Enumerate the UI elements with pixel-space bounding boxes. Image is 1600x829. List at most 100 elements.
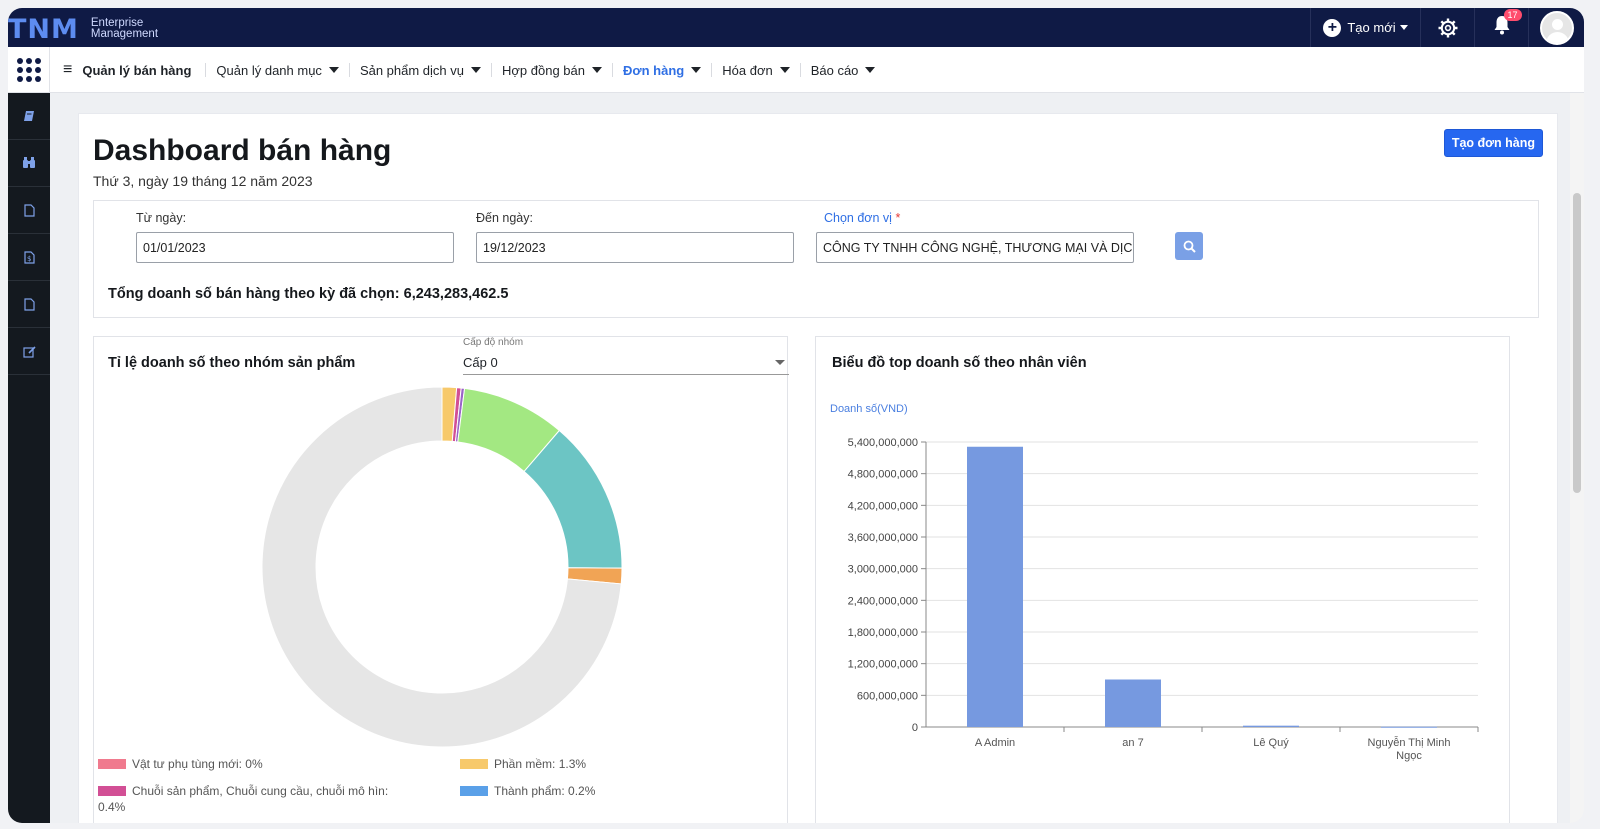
bar[interactable] — [1381, 726, 1437, 728]
invoice-icon: $ — [23, 250, 35, 264]
main-menu: ≡ Quản lý bán hàng Quản lý danh mục Sản … — [63, 47, 885, 93]
legend-label: Vật tư phụ tùng mới: 0% — [132, 757, 263, 771]
user-menu-button[interactable] — [1528, 8, 1584, 47]
menu-item-don-hang[interactable]: Đơn hàng — [612, 62, 711, 78]
book-icon — [24, 111, 34, 121]
to-date-input[interactable]: 19/12/2023 — [476, 232, 794, 263]
legend-swatch — [98, 759, 126, 769]
create-new-label: Tạo mới — [1347, 20, 1396, 35]
notification-count-badge: 17 — [1503, 9, 1522, 21]
sidebar-item-invoice[interactable]: $ — [8, 234, 50, 281]
menu-title[interactable]: Quản lý bán hàng — [82, 62, 192, 78]
menu-item-label: Sản phẩm dịch vụ — [359, 62, 465, 78]
legend-swatch — [460, 786, 488, 796]
file-icon — [23, 297, 35, 311]
menu-item-quan-ly-danh-muc[interactable]: Quản lý danh mục — [205, 63, 349, 78]
menu-item-hoa-don[interactable]: Hóa đơn — [711, 62, 799, 78]
x-tick-label: A Admin — [975, 737, 1015, 749]
legend-item[interactable]: Chuỗi sản phẩm, Chuỗi cung cầu, chuỗi mô… — [98, 784, 388, 798]
apps-grid-button[interactable] — [8, 47, 50, 93]
y-tick-label: 4,800,000,000 — [848, 469, 918, 481]
bar-chart: Doanh số(VND) 0 600,000,000 1,200,000,000 1,… — [830, 403, 1479, 762]
settings-button[interactable] — [1420, 8, 1474, 47]
unit-select[interactable]: CÔNG TY TNHH CÔNG NGHỆ, THƯƠNG MẠI VÀ DỊ… — [816, 232, 1134, 263]
notifications-button[interactable]: 17 — [1474, 8, 1528, 47]
menu-item-label: Hợp đồng bán — [502, 62, 585, 78]
app-window: TNM Enterprise Management + Tạo mới — [8, 8, 1584, 823]
bar[interactable] — [1105, 679, 1161, 728]
sidebar-item-book[interactable] — [8, 93, 50, 140]
page-title: Dashboard bán hàng — [93, 134, 392, 167]
binoculars-icon — [23, 157, 35, 168]
donut-chart — [261, 387, 623, 748]
plus-icon: + — [1323, 18, 1342, 37]
legend-label-extra: 0.4% — [98, 800, 126, 814]
menu-item-label: Hóa đơn — [722, 62, 773, 78]
dashboard-card: Dashboard bán hàng Thứ 3, ngày 19 tháng … — [78, 113, 1558, 823]
total-sales-text: Tổng doanh số bán hàng theo kỳ đã chọn: … — [108, 286, 509, 302]
menu-item-san-pham-dich-vu[interactable]: Sản phẩm dịch vụ — [348, 62, 491, 78]
from-date-input[interactable]: 01/01/2023 — [136, 232, 454, 263]
sidebar: $ — [8, 93, 50, 823]
grid-dot — [16, 76, 23, 82]
menu-item-bao-cao[interactable]: Báo cáo — [799, 63, 886, 78]
legend-label: Phần mềm: 1.3% — [494, 757, 587, 771]
legend-swatch — [98, 786, 126, 796]
legend-item[interactable]: Phần mềm: 1.3% — [460, 757, 586, 771]
y-tick-label: 0 — [912, 722, 918, 734]
edit-icon — [22, 345, 36, 358]
x-tick-label: Lê Quý — [1253, 737, 1289, 749]
grid-dot — [25, 76, 32, 82]
create-order-button[interactable]: Tạo đơn hàng — [1443, 129, 1543, 157]
search-icon — [1183, 240, 1196, 253]
create-new-button[interactable]: + Tạo mới — [1310, 8, 1420, 47]
avatar-icon — [1539, 10, 1574, 45]
bar[interactable] — [967, 446, 1023, 727]
grid-dot — [16, 67, 23, 73]
scrollbar-thumb[interactable] — [1573, 193, 1581, 493]
legend-item[interactable]: Thành phẩm: 0.2% — [460, 784, 595, 798]
x-tick-label: Ngọc — [1396, 750, 1422, 762]
group-level-select[interactable]: Cấp 0 — [463, 351, 789, 375]
chevron-down-icon — [1399, 25, 1408, 30]
menu-item-hop-dong-ban[interactable]: Hợp đồng bán — [491, 62, 612, 78]
filter-panel: Từ ngày: 01/01/2023 Đến ngày: 19/12/2023… — [93, 200, 1539, 318]
logo-mark: TNM — [8, 13, 79, 45]
legend-item[interactable]: Vật tư phụ tùng mới: 0% — [98, 757, 263, 771]
bar[interactable] — [1243, 725, 1299, 727]
chevron-down-icon — [775, 360, 785, 365]
bar-panel-title: Biểu đồ top doanh số theo nhân viên — [832, 355, 1087, 371]
chevron-down-icon — [471, 67, 482, 73]
menu-bar: ≡ Quản lý bán hàng Quản lý danh mục Sản … — [8, 47, 1584, 93]
to-date-label: Đến ngày: — [476, 211, 533, 225]
top-sales-panel: Biểu đồ top doanh số theo nhân viên Doan… — [815, 336, 1510, 823]
logo-line-2: Management — [90, 28, 159, 40]
y-tick-label: 3,600,000,000 — [848, 532, 918, 544]
topbar-actions: + Tạo mới — [1310, 8, 1584, 47]
sidebar-item-file[interactable] — [8, 281, 50, 328]
pie-slice-6[interactable] — [261, 387, 622, 748]
search-button[interactable] — [1175, 232, 1203, 260]
legend-label: Thành phẩm: 0.2% — [494, 784, 596, 798]
scrollbar[interactable] — [1570, 93, 1584, 823]
group-level-value: Cấp 0 — [463, 355, 498, 370]
from-date-label: Từ ngày: — [136, 211, 187, 225]
y-tick-label: 5,400,000,000 — [848, 437, 918, 449]
sidebar-item-document[interactable] — [8, 187, 50, 234]
y-tick-label: 1,200,000,000 — [848, 659, 918, 671]
sidebar-item-search[interactable] — [8, 140, 50, 187]
sidebar-item-edit[interactable] — [8, 328, 50, 375]
grid-dot — [34, 76, 41, 82]
unit-label: Chọn đơn vị * — [824, 211, 900, 225]
menu-item-label: Đơn hàng — [623, 62, 685, 78]
brand-logo[interactable]: TNM Enterprise Management — [8, 13, 159, 45]
page-date: Thứ 3, ngày 19 tháng 12 năm 2023 — [93, 173, 313, 189]
chevron-down-icon — [865, 67, 876, 73]
group-level-label: Cấp độ nhóm — [463, 337, 524, 348]
y-tick-label: 1,800,000,000 — [848, 627, 918, 639]
grid-dot — [25, 58, 32, 64]
chevron-down-icon — [592, 67, 602, 73]
hamburger-icon[interactable]: ≡ — [63, 61, 73, 78]
legend-swatch — [460, 759, 488, 769]
pie-panel-title: Tỉ lệ doanh số theo nhóm sản phẩm — [108, 355, 356, 371]
